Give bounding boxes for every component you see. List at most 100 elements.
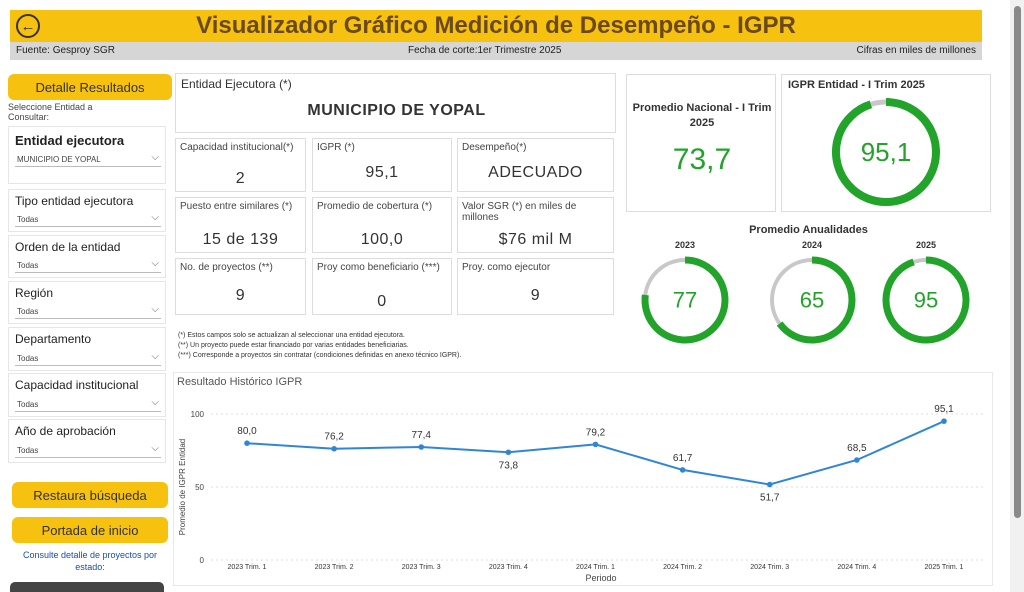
filter-entidad-ejecutora: Entidad ejecutora MUNICIPIO DE YOPAL ⌵ [8, 126, 166, 184]
gauge-arc [882, 256, 970, 344]
filter-label: Departamento [15, 332, 92, 346]
dropdown-value: Todas [17, 400, 39, 409]
kpi-label: Valor SGR (*) en miles de millones [462, 201, 577, 223]
data-label: 79,2 [586, 427, 606, 438]
data-label: 77,4 [412, 430, 432, 441]
gauge-value: 95,1 [861, 137, 912, 167]
promedio-nacional-card: Promedio Nacional - I Trim 2025 73,7 [626, 74, 776, 212]
historico-chart-card: Resultado Histórico IGPR 0 50 100 Promedio … [173, 372, 993, 586]
kpi-value: 95,1 [365, 164, 399, 181]
filter-capacidad-institucional: Capacidad institucional Todas ⌵ [8, 373, 166, 417]
data-point [766, 481, 773, 488]
gauges-layer: 95,1 2023 77 2024 65 2025 95 [641, 98, 970, 344]
portada-inicio-button[interactable]: Portada de inicio [12, 517, 168, 543]
data-label: 51,7 [760, 493, 780, 504]
filter-departamento: Departamento Todas ⌵ [8, 327, 166, 371]
departamento-dropdown[interactable]: Todas ⌵ [15, 351, 161, 366]
kpi-valor-sgr: Valor SGR (*) en miles de millones $76 m… [457, 197, 614, 253]
igpr-entidad-gauge: 95,1 [832, 98, 940, 206]
kpi-cobertura: Promedio de cobertura (*) 100,0 [312, 197, 452, 253]
kpi-value: 9 [530, 287, 541, 304]
x-tick-label: 2025 Trim. 1 [925, 564, 964, 571]
entidad-ejecutora-dropdown[interactable]: MUNICIPIO DE YOPAL ⌵ [15, 152, 161, 167]
kpi-igpr: IGPR (*) 95,1 [312, 138, 452, 192]
data-point [941, 418, 947, 424]
back-arrow-icon[interactable]: ← [16, 14, 40, 38]
kpi-label: Promedio de cobertura (*) [317, 201, 433, 212]
chevron-down-icon: ⌵ [151, 304, 159, 315]
entity-label: Entidad Ejecutora (*) [181, 77, 292, 91]
data-point [592, 441, 599, 448]
capacidad-dropdown[interactable]: Todas ⌵ [15, 397, 161, 412]
kpi-capacidad: Capacidad institucional(*) 2 [175, 138, 306, 192]
kpi-value: 15 de 139 [202, 231, 279, 248]
chevron-down-icon: ⌵ [151, 397, 159, 408]
filter-label: Tipo entidad ejecutora [15, 194, 134, 208]
detalle-resultados-button[interactable]: Detalle Resultados [8, 74, 172, 100]
filter-orden-entidad: Orden de la entidad Todas ⌵ [8, 235, 166, 278]
kpi-value: 2 [235, 170, 246, 187]
estado-proyectos-button[interactable] [10, 582, 164, 592]
gauge-arc [776, 256, 856, 344]
data-label: 61,7 [673, 453, 693, 464]
source-text: Fuente: Gesproy SGR [16, 45, 115, 56]
chevron-down-icon: ⌵ [151, 212, 159, 223]
anualidad-gauge-2025: 2025 95 [882, 240, 970, 344]
consulte-proyectos-link[interactable]: Consulte detalle de proyectos por estado… [22, 550, 158, 572]
kpi-label: Puesto entre similares (*) [180, 201, 293, 212]
y-axis-label: Promedio de IGPR Entidad [178, 439, 187, 536]
chevron-down-icon: ⌵ [151, 152, 159, 163]
dropdown-value: MUNICIPIO DE YOPAL [17, 155, 101, 164]
data-label: 73,8 [499, 460, 519, 471]
filter-label: Región [15, 286, 54, 300]
data-point [331, 445, 337, 452]
y-tick-label: 0 [200, 556, 205, 565]
filter-label: Orden de la entidad [15, 240, 121, 254]
data-point [244, 440, 250, 446]
x-tick-label: 2023 Trim. 4 [489, 564, 528, 571]
kpi-label: IGPR (*) [317, 142, 355, 153]
x-tick-label: 2023 Trim. 3 [402, 564, 441, 571]
data-point [854, 457, 860, 463]
filter-tipo-entidad: Tipo entidad ejecutora Todas ⌵ [8, 189, 166, 232]
filter-label: Año de aprobación [15, 424, 116, 438]
y-tick-label: 50 [195, 483, 204, 492]
entity-card: Entidad Ejecutora (*) MUNICIPIO DE YOPAL [175, 73, 616, 133]
dropdown-value: Todas [17, 354, 39, 363]
dropdown-value: Todas [17, 307, 39, 316]
filter-label: Capacidad institucional [15, 378, 139, 392]
filter-anio-aprobacion: Año de aprobación Todas ⌵ [8, 419, 166, 463]
line-chart: 0 50 100 Promedio de IGPR Entidad Periodo 80,… [178, 404, 984, 583]
footnote: (***) Corresponde a proyectos sin contra… [178, 352, 462, 359]
x-tick-label: 2024 Trim. 2 [663, 564, 702, 571]
kpi-value: 0 [377, 293, 387, 310]
anualidad-gauge-2024: 2024 65 [770, 240, 856, 344]
chevron-down-icon: ⌵ [151, 351, 159, 362]
kpi-num-proyectos: No. de proyectos (**) 9 [175, 258, 306, 315]
data-label: 80,0 [237, 426, 257, 437]
anio-aprobacion-dropdown[interactable]: Todas ⌵ [15, 443, 161, 458]
data-label: 68,5 [847, 443, 867, 454]
gauge-year: 2023 [675, 240, 695, 250]
restaura-busqueda-button[interactable]: Restaura búsqueda [12, 482, 168, 508]
igpr-entidad-label: IGPR Entidad - I Trim 2025 [788, 79, 925, 91]
select-entity-prompt: Seleccione Entidad a Consultar: [8, 102, 93, 122]
page-title: Visualizador Gráfico Medición de Desempe… [196, 12, 796, 39]
region-dropdown[interactable]: Todas ⌵ [15, 304, 161, 319]
header-bar: Visualizador Gráfico Medición de Desempe… [10, 10, 982, 42]
kpi-label: Proy. como ejecutor [462, 262, 551, 273]
kpi-value: ADECUADO [488, 164, 583, 181]
promedio-nacional-value: 73,7 [672, 143, 732, 176]
tipo-entidad-dropdown[interactable]: Todas ⌵ [15, 212, 161, 227]
gauge-value: 65 [800, 288, 824, 313]
cutoff-date-text: Fecha de corte:1er Trimestre 2025 [408, 45, 562, 56]
data-label: 76,2 [324, 432, 344, 443]
anualidades-label: Promedio Anualidades [749, 224, 868, 236]
chart-title: Resultado Histórico IGPR [177, 376, 303, 388]
units-text: Cifras en miles de millones [856, 45, 977, 56]
orden-entidad-dropdown[interactable]: Todas ⌵ [15, 258, 161, 273]
scrollbar-thumb[interactable] [1014, 6, 1021, 518]
dropdown-value: Todas [17, 215, 39, 224]
entity-name: MUNICIPIO DE YOPAL [307, 102, 486, 119]
data-point [679, 467, 686, 473]
